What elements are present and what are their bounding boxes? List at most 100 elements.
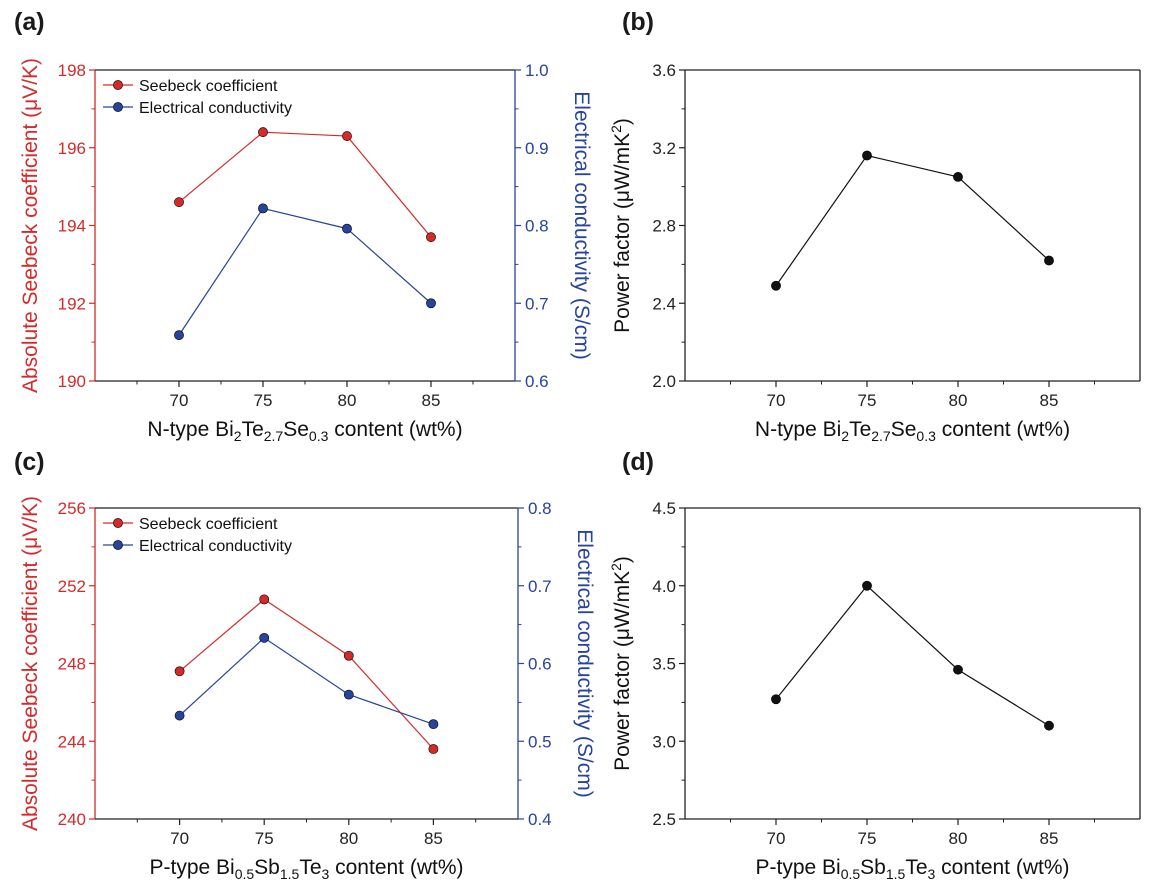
y-right-tick-label: 1.0 [525,61,549,80]
x-axis-title-part: N-type Bi [755,418,841,441]
y-left-tick-label: 2.4 [652,294,676,313]
x-tick-label: 75 [858,391,877,410]
power-factor-point [771,280,781,291]
y-left-tick-label: 3.6 [652,61,676,80]
y-left-axis-title: Power factor (μW/mK2) [608,556,634,771]
x-axis-title: P-type Bi0.5Sb1.5Te3 content (wt%) [755,856,1069,882]
x-tick-label: 75 [254,391,273,410]
power-factor-point [771,694,781,705]
x-tick-label: 85 [424,829,443,848]
seebeck-coefficient-point [258,127,268,138]
x-tick-label: 80 [949,391,968,410]
seebeck-coefficient-point [174,197,184,208]
electrical-conductivity-point [174,330,184,341]
x-axis-title-part: Se [891,418,917,441]
x-tick-label: 85 [422,391,441,410]
y-axis-title-part: Power factor (μW/mK [611,571,634,771]
x-tick-label: 70 [767,829,786,848]
y-right-tick-label: 0.8 [525,217,549,236]
x-axis-title-subscript: 0.3 [916,428,936,444]
panel-label: (c) [14,448,45,476]
power-factor-point [1044,255,1054,266]
x-tick-label: 80 [339,829,358,848]
x-axis-title-part: Te [905,856,927,879]
power-factor-line [775,154,1050,287]
legend-marker [113,80,123,90]
x-axis-title-part: Sb [254,856,280,879]
x-axis-title-subscript: 2.7 [264,428,284,444]
y-left-tick-label: 2.5 [652,810,676,829]
legend-entry: Electrical conductivity [139,100,292,117]
power-factor-line [775,584,1050,727]
panel-d: (d) 70 75 80 85 2.5 3.0 3.5 4.0 4.5 P-type Bi0.5Sb… [608,448,1141,882]
panel-c: (c) 70 75 80 85 240 244 248 252 256 0.4 0.5 0.6 0.7 0.… [14,448,596,882]
seebeck-coefficient-point [174,666,185,677]
x-axis-title-part: Te [299,856,321,879]
x-tick-label: 70 [170,829,189,848]
electrical-conductivity-line [179,637,434,725]
legend-entry: Electrical conductivity [139,538,292,555]
y-left-tick-label: 194 [58,217,86,236]
x-axis-title-part: Se [283,418,309,441]
x-axis-title-subscript: 1.5 [886,866,906,882]
y-left-axis-title: Absolute Seebeck coefficient (μV/K) [19,496,42,831]
seebeck-coefficient-point [426,232,436,243]
x-axis-title-subscript: 3 [322,866,330,882]
y-axis-title-superscript: 2 [608,563,624,571]
x-axis-title-subscript: 1.5 [280,866,300,882]
x-axis-title-subscript: 0.3 [309,428,329,444]
legend-marker [113,518,123,528]
panel-label: (b) [622,8,654,36]
electrical-conductivity-point [174,710,185,721]
y-right-tick-label: 0.6 [528,655,552,674]
x-tick-label: 75 [858,829,877,848]
electrical-conductivity-point [426,298,436,309]
seebeck-coefficient-line [179,598,434,750]
panel-b: (b)70 75 80 852.02.42.83.23.6N-type Bi2Te2.… [608,8,1141,444]
x-axis-title-part: content (wt%) [935,856,1069,879]
x-tick-label: 85 [1040,829,1059,848]
seebeck-coefficient-point [343,650,354,661]
electrical-conductivity-point [428,719,439,730]
y-left-tick-label: 248 [58,655,86,674]
y-left-axis-title: Absolute Seebeck coefficient (μV/K) [19,58,42,393]
power-factor-point [953,172,963,182]
x-tick-label: 80 [949,829,968,848]
x-axis-title-part: Te [242,418,264,441]
y-right-tick-label: 0.6 [525,372,549,391]
panel-label: (a) [14,8,45,36]
y-right-tick-label: 0.7 [525,294,549,313]
electrical-conductivity-point [258,203,268,214]
y-axis-title-superscript: 2 [608,125,624,133]
seebeck-coefficient-line [178,131,432,238]
y-left-tick-label: 2.8 [652,217,676,236]
y-left-tick-label: 190 [58,372,86,391]
y-left-tick-label: 4.5 [652,499,676,518]
y-left-tick-label: 240 [58,810,86,829]
electrical-conductivity-point [342,223,352,234]
y-left-axis-title: Power factor (μW/mK2) [608,118,634,333]
y-left-tick-label: 252 [58,577,86,596]
x-axis-title-part: Sb [860,856,886,879]
y-right-axis-title: Electrical conductivity (S/cm) [573,529,596,797]
y-left-tick-label: 256 [58,499,86,518]
x-axis-title-part: P-type Bi [149,856,234,879]
y-left-tick-label: 3.2 [652,139,676,158]
panel-label: (d) [622,448,654,476]
x-axis-title-subscript: 0.5 [841,866,861,882]
power-factor-point [862,580,872,591]
legend-marker [113,540,123,550]
electrical-conductivity-line [178,207,432,336]
y-left-tick-label: 4.0 [652,577,676,596]
y-left-tick-label: 244 [58,732,86,751]
x-axis-title-subscript: 3 [928,866,936,882]
y-axis-title-part: ) [611,556,634,563]
y-right-tick-label: 0.5 [528,732,552,751]
y-left-tick-label: 3.5 [652,655,676,674]
legend-entry: Seebeck coefficient [139,78,278,95]
x-axis-title-subscript: 2 [841,428,849,444]
y-axis-title-part: ) [611,118,634,125]
legend-marker [113,102,123,112]
x-tick-label: 75 [255,829,274,848]
